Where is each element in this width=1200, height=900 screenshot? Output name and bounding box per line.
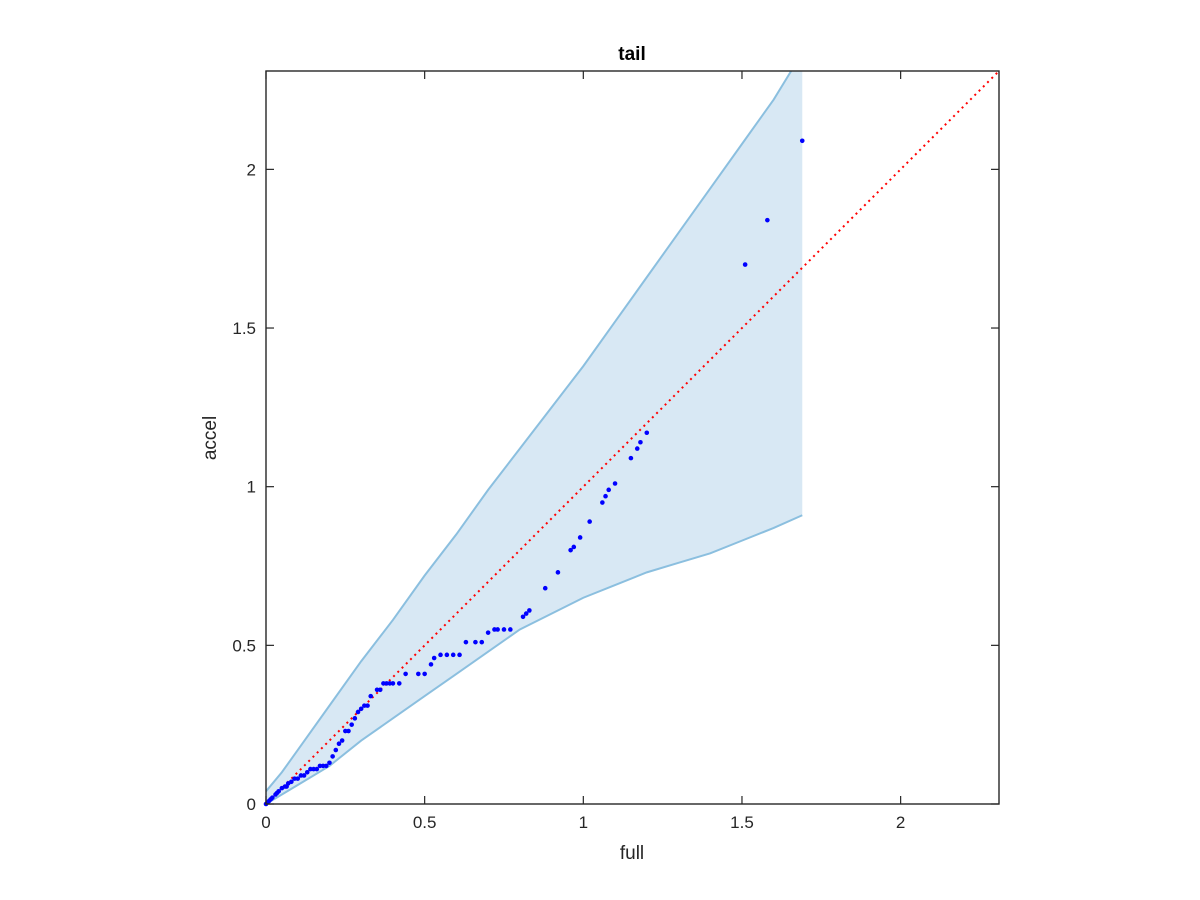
data-point: [336, 741, 342, 747]
data-point: [628, 455, 634, 461]
data-point: [603, 493, 608, 499]
data-point: [390, 681, 396, 686]
data-point: [343, 728, 348, 734]
y-axis-label: accel: [200, 416, 221, 460]
data-point: [384, 681, 389, 686]
data-point: [295, 776, 301, 781]
data-point: [600, 500, 605, 505]
data-point: [606, 487, 612, 493]
y-tick-label: 1.5: [232, 319, 256, 338]
data-point: [365, 703, 370, 708]
data-point: [555, 570, 561, 575]
data-point: [542, 585, 548, 591]
data-point: [501, 627, 507, 632]
data-point: [568, 547, 573, 553]
data-point: [571, 544, 577, 550]
data-point: [327, 760, 332, 766]
y-tick-label: 2: [247, 160, 256, 179]
data-point: [352, 716, 358, 721]
data-point: [416, 671, 421, 677]
data-point: [577, 535, 583, 540]
data-point: [311, 766, 316, 772]
data-point: [323, 763, 329, 769]
data-point: [308, 766, 313, 772]
data-point: [463, 639, 469, 645]
plot-area: [263, 70, 1000, 807]
data-point: [349, 722, 354, 727]
x-tick-label: 0: [261, 813, 270, 832]
data-point: [508, 627, 513, 632]
data-point: [298, 773, 304, 778]
data-point: [638, 439, 643, 445]
data-point: [339, 738, 345, 743]
data-point: [450, 652, 456, 658]
data-point: [485, 630, 491, 635]
data-point: [304, 769, 310, 775]
y-tick-label: 0: [247, 795, 256, 814]
band-upper-edge: [265, 70, 793, 792]
data-point: [523, 611, 529, 616]
data-point: [358, 706, 364, 712]
axes: 0 0.5 1 1.5 2 0 0.5 1 1.5 2: [232, 70, 1000, 832]
chart-title: tail: [618, 44, 645, 65]
data-point: [479, 639, 485, 645]
data-point: [799, 138, 805, 144]
y-tick-label: 0.5: [232, 636, 256, 655]
data-point: [346, 728, 351, 734]
x-tick-label: 0.5: [413, 813, 437, 832]
data-point: [276, 789, 281, 794]
data-point: [387, 681, 393, 686]
data-point: [444, 652, 450, 658]
x-tick-label: 1.5: [730, 813, 754, 832]
data-point: [422, 671, 427, 677]
data-point: [355, 709, 361, 715]
data-point: [377, 687, 383, 693]
data-point: [527, 608, 532, 613]
data-point: [270, 795, 275, 800]
data-point: [457, 652, 462, 658]
data-point: [333, 747, 339, 753]
data-point: [742, 262, 748, 267]
confidence-band: [266, 71, 803, 804]
x-axis-label: full: [620, 843, 644, 864]
data-point: [396, 681, 402, 686]
data-point: [362, 703, 367, 708]
data-point: [289, 779, 294, 785]
data-point: [587, 519, 592, 524]
x-tick-label: 1: [579, 813, 588, 832]
data-point: [368, 693, 374, 699]
data-point: [495, 627, 500, 632]
axes-box: [265, 70, 1000, 805]
data-point: [301, 773, 307, 778]
data-point: [403, 671, 408, 677]
data-point: [473, 639, 478, 645]
band-lower-edge: [265, 514, 803, 805]
data-point: [765, 217, 770, 223]
data-point: [492, 627, 497, 632]
x-tick-label: 2: [896, 813, 905, 832]
data-point: [612, 481, 618, 486]
data-point: [292, 776, 297, 781]
data-point: [330, 754, 335, 759]
data-point: [520, 614, 526, 620]
data-point: [431, 655, 437, 661]
data-point: [320, 763, 326, 769]
data-point: [644, 430, 650, 436]
data-point: [314, 766, 320, 772]
y-tick-label: 1: [247, 478, 256, 497]
data-point: [317, 763, 323, 769]
data-point: [438, 652, 443, 658]
data-point: [374, 687, 380, 693]
data-point: [634, 446, 640, 451]
data-point: [428, 662, 434, 667]
data-point: [381, 681, 386, 686]
